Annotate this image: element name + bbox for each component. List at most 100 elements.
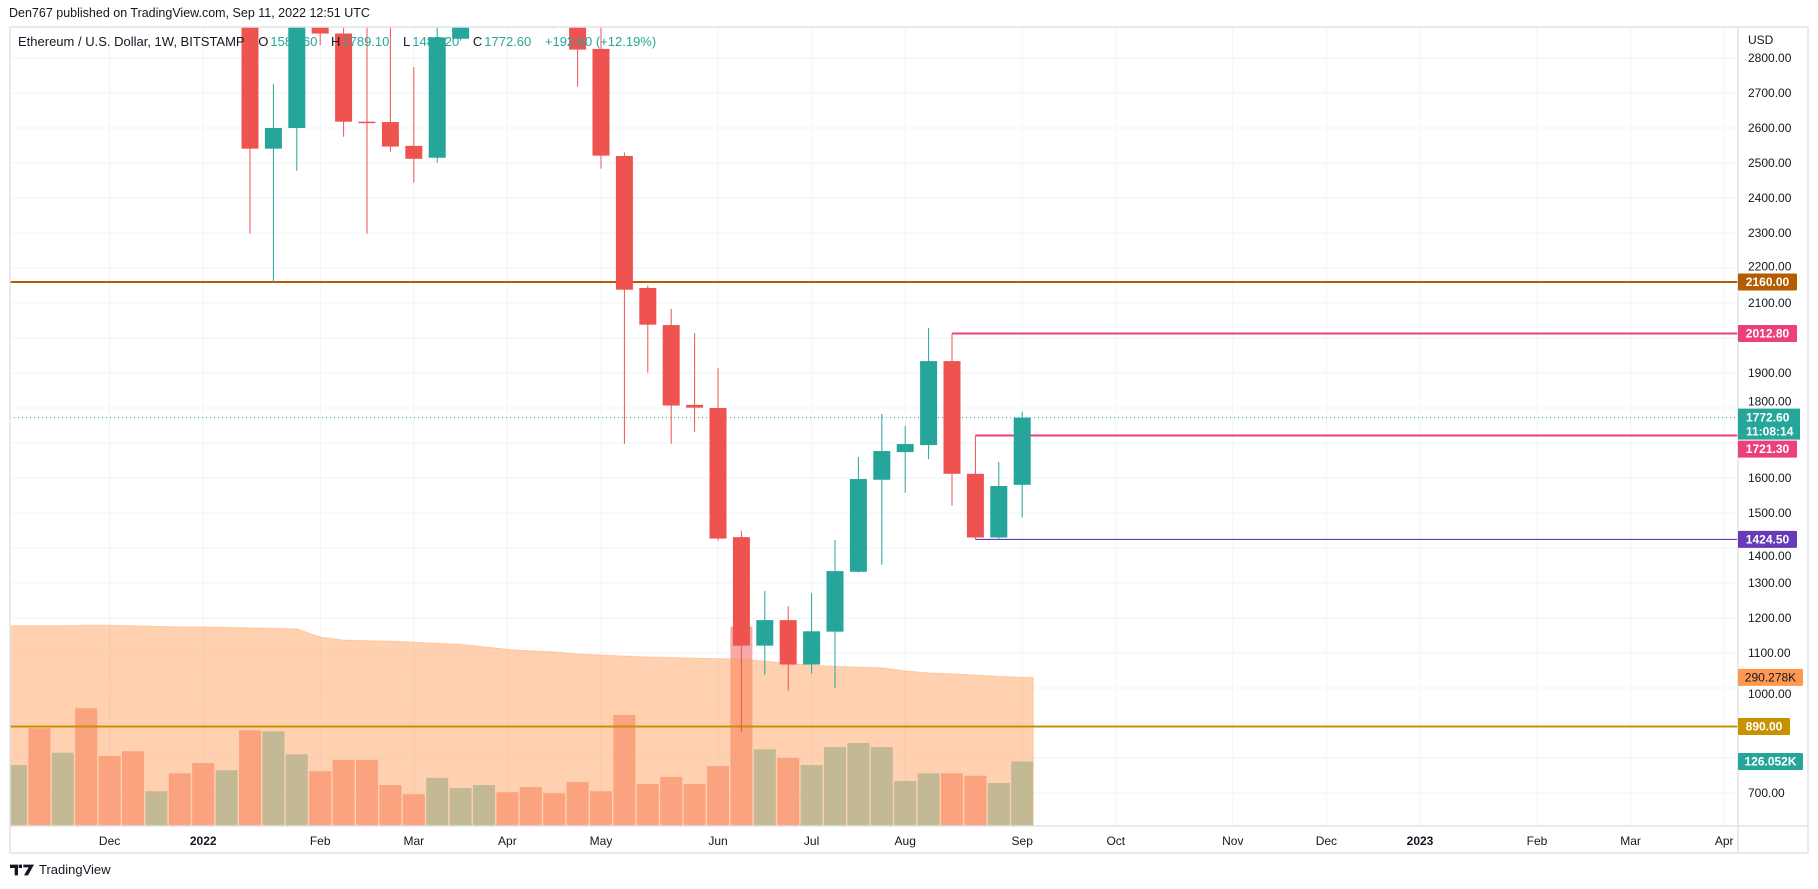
candle: [592, 27, 610, 169]
candle-body: [896, 444, 914, 453]
candle: [873, 413, 891, 565]
legend-open-label: O: [258, 34, 269, 49]
volume-bar: [145, 791, 168, 826]
footer-brand: TradingView: [39, 862, 111, 877]
time-tick-label: Oct: [1106, 834, 1125, 848]
time-tick-label: Sep: [1012, 834, 1034, 848]
time-tick-label: Mar: [403, 834, 424, 848]
candle-body: [803, 631, 821, 665]
candle: [756, 591, 774, 675]
volume-bar: [262, 731, 285, 826]
candle-body: [639, 287, 657, 325]
volume-bar: [1011, 761, 1034, 826]
plot-area[interactable]: [5, 0, 1738, 826]
candle-body: [264, 128, 282, 149]
volume-bar: [894, 780, 917, 826]
time-axis[interactable]: Dec 2022 Feb Mar Apr May Jun Jul Aug Sep Oct Nov Dec…: [99, 834, 1734, 848]
price-tick-label: 2500.00: [1748, 156, 1792, 170]
volume-bar: [239, 730, 261, 826]
time-tick-label: Jul: [804, 834, 819, 848]
candle: [966, 435, 984, 540]
price-tick-label: 1400.00: [1748, 549, 1792, 563]
volume-bars: [10, 626, 1034, 826]
volume-bar: [590, 791, 612, 826]
legend-low-label: L: [403, 34, 411, 49]
candle: [241, 27, 259, 234]
price-tick-label: 2800.00: [1748, 51, 1792, 65]
volume-bar: [10, 765, 27, 826]
legend-symbol: Ethereum / U.S. Dollar, 1W, BITSTAMP: [18, 34, 245, 49]
volume-bar: [28, 728, 51, 826]
time-tick-label: Aug: [895, 834, 916, 848]
candle-body: [662, 325, 680, 406]
price-tick-label: 1900.00: [1748, 366, 1792, 380]
candle-body: [686, 404, 704, 408]
level-price-badge: 890.00: [1746, 720, 1783, 734]
price-tick-label: 2600.00: [1748, 121, 1792, 135]
candle-body: [358, 121, 376, 124]
candle: [826, 539, 844, 688]
last-price-badge: 1772.60: [1746, 411, 1790, 425]
price-tick-label: 1600.00: [1748, 471, 1792, 485]
candle: [405, 67, 423, 183]
candle-body: [1013, 417, 1031, 485]
candle-body: [311, 27, 329, 34]
price-tick-label: 1300.00: [1748, 576, 1792, 590]
candle-body: [990, 486, 1008, 538]
candle: [358, 27, 376, 234]
price-tick-label: 2100.00: [1748, 296, 1792, 310]
time-tick-label: 2022: [190, 834, 217, 848]
candle-body: [615, 156, 633, 290]
candle-body: [756, 620, 774, 646]
footer: TradingView: [10, 862, 111, 877]
candle: [779, 606, 797, 691]
level-price-badge: 1424.50: [1746, 532, 1790, 546]
volume-bar: [847, 743, 870, 826]
legend-close-value: 1772.60: [484, 34, 532, 49]
candle: [732, 530, 750, 732]
price-tick-label: 1200.00: [1748, 611, 1792, 625]
volume-bar: [636, 784, 659, 826]
candle: [311, 27, 329, 46]
volume-bar: [941, 773, 963, 826]
volume-bar: [168, 773, 191, 826]
candle: [662, 308, 680, 444]
volume-badge: 290.278K: [1745, 670, 1796, 684]
time-tick-label: Dec: [99, 834, 120, 848]
price-axis[interactable]: USD 2800.00 2700.00 2600.00 2500.00 2400.00 23…: [1748, 33, 1792, 800]
tradingview-logo-icon: [10, 864, 34, 875]
candle-body: [288, 27, 306, 128]
currency-label: USD: [1748, 33, 1774, 47]
candle: [639, 285, 657, 373]
volume-bar: [426, 777, 449, 826]
price-tick-label: 2400.00: [1748, 191, 1792, 205]
candle-body: [920, 361, 938, 446]
volume-bar: [707, 766, 729, 826]
horizontal-levels[interactable]: [10, 281, 1738, 728]
price-tick-label: 1800.00: [1748, 395, 1792, 409]
volume-badge: 126.052K: [1744, 754, 1796, 768]
level-price-badge-bg: [1738, 718, 1790, 735]
volume-bar: [449, 788, 472, 826]
volume-bar: [964, 775, 987, 826]
volume-bar: [987, 782, 1010, 826]
candle: [381, 27, 399, 152]
volume-bar: [613, 714, 636, 826]
candle: [218, 0, 235, 6]
volume-bar: [683, 784, 706, 826]
candle-body: [943, 361, 961, 474]
level-price-badge-bg: [1738, 273, 1797, 291]
candle-body: [592, 48, 610, 156]
candle: [1013, 411, 1031, 518]
time-tick-label: Jun: [708, 834, 727, 848]
time-tick-label: Feb: [1527, 834, 1548, 848]
candle: [709, 368, 727, 541]
volume-bar: [51, 752, 74, 826]
volume-bar: [356, 759, 378, 826]
time-tick-label: Nov: [1222, 834, 1243, 848]
price-tick-label: 1000.00: [1748, 687, 1792, 701]
candle: [569, 27, 587, 87]
candle: [522, 0, 539, 6]
volume-bar: [800, 765, 823, 826]
